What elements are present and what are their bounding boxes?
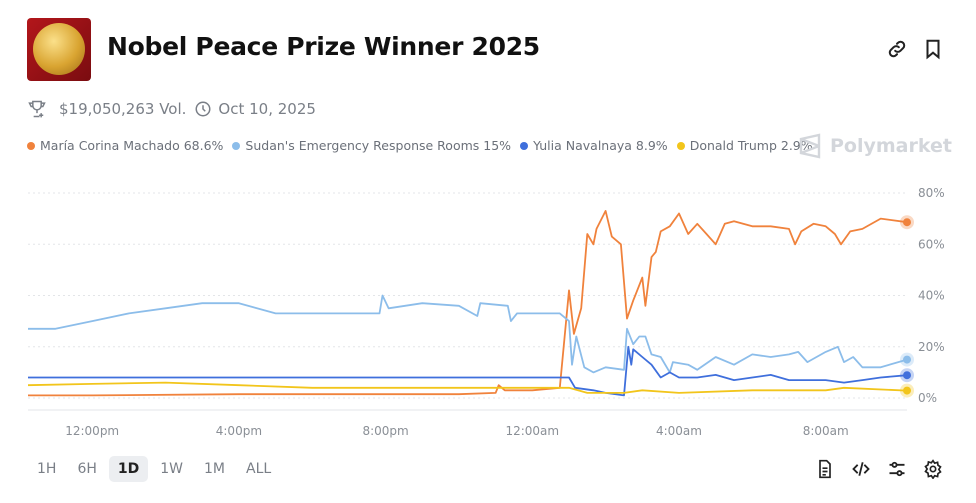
legend-dot — [676, 141, 685, 150]
range-6h[interactable]: 6H — [77, 461, 97, 477]
x-tick-label: 8:00am — [803, 424, 849, 438]
legend-label: Sudan's Emergency Response Rooms 15% — [245, 138, 512, 153]
trophy-icon — [28, 100, 46, 118]
y-tick-label: 60% — [918, 237, 945, 251]
clock-icon — [195, 101, 211, 117]
range-1m[interactable]: 1M — [204, 461, 225, 477]
series-end-point — [903, 371, 911, 380]
series-line-donald-trump — [27, 381, 908, 394]
volume-text: $19,050,263 Vol. — [59, 100, 187, 118]
legend-item-machado: María Corina Machado 68.6% — [27, 138, 223, 153]
legend-dot — [27, 141, 35, 150]
range-1w[interactable]: 1W — [160, 461, 183, 477]
chart-toolbar — [815, 459, 959, 479]
page-title: Nobel Peace Prize Winner 2025 — [107, 32, 540, 61]
legend-dot — [232, 141, 241, 150]
legend-dot — [520, 141, 529, 150]
series-line-yulia-navalnaya — [28, 345, 908, 397]
range-1d[interactable]: 1D — [108, 456, 149, 482]
range-1h[interactable]: 1H — [37, 461, 57, 477]
bookmark-icon[interactable] — [922, 38, 944, 60]
legend-label: Donald Trump 2.9% — [689, 138, 813, 153]
y-tick-label: 80% — [918, 186, 945, 200]
x-tick-label: 12:00am — [505, 424, 559, 438]
x-tick-label: 8:00pm — [362, 424, 408, 438]
series-end-point — [903, 355, 911, 364]
nobel-medal-image — [33, 23, 85, 75]
polymarket-logo-icon — [799, 133, 821, 159]
market-logo — [27, 18, 91, 81]
x-tick-label: 4:00am — [656, 424, 702, 438]
brand-name: Polymarket — [830, 135, 952, 157]
legend-label: María Corina Machado 68.6% — [40, 138, 224, 153]
link-icon[interactable] — [886, 38, 908, 60]
y-tick-label: 40% — [918, 289, 945, 303]
polymarket-watermark: Polymarket — [798, 133, 952, 159]
x-tick-label: 4:00pm — [216, 424, 262, 438]
range-all[interactable]: ALL — [246, 461, 272, 477]
legend-item-navalnaya: Yulia Navalnaya 8.9% — [520, 138, 668, 153]
code-icon[interactable] — [851, 459, 871, 479]
y-tick-label: 20% — [918, 340, 945, 354]
x-tick-label: 12:00pm — [65, 424, 119, 438]
series-line-sudan-s-emergency-response-rooms — [28, 294, 908, 374]
y-tick-label: 0% — [918, 391, 937, 405]
end-date-text: Oct 10, 2025 — [218, 100, 316, 118]
gear-icon[interactable] — [923, 459, 943, 479]
time-range-selector: 1H 6H 1D 1W 1M ALL — [28, 456, 283, 482]
sliders-icon[interactable] — [887, 459, 907, 479]
series-line-mar-a-corina-machado — [28, 210, 908, 397]
legend-label: Yulia Navalnaya 8.9% — [533, 138, 668, 153]
chart-legend: María Corina Machado 68.6% Sudan's Emerg… — [27, 138, 822, 153]
series-end-point — [903, 218, 911, 227]
legend-item-trump: Donald Trump 2.9% — [676, 138, 813, 153]
series-end-point — [903, 386, 911, 395]
document-icon[interactable] — [815, 459, 835, 479]
market-meta: $19,050,263 Vol. Oct 10, 2025 — [27, 99, 322, 119]
legend-item-sudan-err: Sudan's Emergency Response Rooms 15% — [232, 138, 511, 153]
